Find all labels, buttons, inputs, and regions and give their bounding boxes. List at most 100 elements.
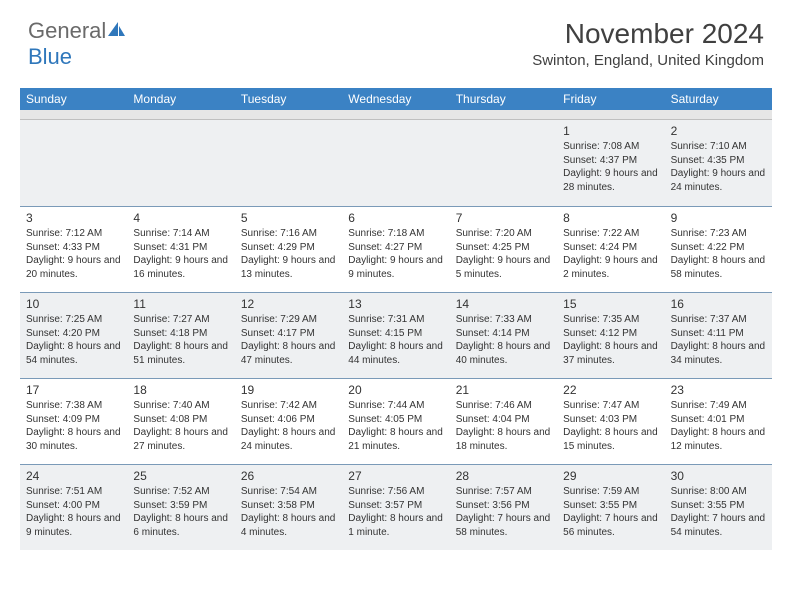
sunset-text: Sunset: 4:14 PM — [456, 327, 551, 341]
sunset-text: Sunset: 4:05 PM — [348, 413, 443, 427]
weekday-header: Tuesday — [235, 88, 342, 110]
sunset-text: Sunset: 3:55 PM — [671, 499, 766, 513]
day-info: Sunrise: 7:12 AMSunset: 4:33 PMDaylight:… — [26, 227, 121, 281]
day-info: Sunrise: 7:56 AMSunset: 3:57 PMDaylight:… — [348, 485, 443, 539]
empty-cell — [342, 120, 449, 206]
sunrise-text: Sunrise: 7:37 AM — [671, 313, 766, 327]
sunrise-text: Sunrise: 7:49 AM — [671, 399, 766, 413]
day-cell: 6Sunrise: 7:18 AMSunset: 4:27 PMDaylight… — [342, 206, 449, 292]
day-number: 26 — [241, 469, 336, 483]
daylight-text: Daylight: 7 hours and 56 minutes. — [563, 512, 658, 539]
daylight-text: Daylight: 9 hours and 9 minutes. — [348, 254, 443, 281]
day-cell: 23Sunrise: 7:49 AMSunset: 4:01 PMDayligh… — [665, 378, 772, 464]
sunset-text: Sunset: 4:27 PM — [348, 241, 443, 255]
daylight-text: Daylight: 8 hours and 1 minute. — [348, 512, 443, 539]
day-number: 10 — [26, 297, 121, 311]
sunrise-text: Sunrise: 7:47 AM — [563, 399, 658, 413]
location-label: Swinton, England, United Kingdom — [532, 52, 764, 69]
day-cell: 17Sunrise: 7:38 AMSunset: 4:09 PMDayligh… — [20, 378, 127, 464]
day-number: 23 — [671, 383, 766, 397]
sunrise-text: Sunrise: 7:25 AM — [26, 313, 121, 327]
day-info: Sunrise: 7:31 AMSunset: 4:15 PMDaylight:… — [348, 313, 443, 367]
week-row: 1Sunrise: 7:08 AMSunset: 4:37 PMDaylight… — [20, 120, 772, 206]
sunrise-text: Sunrise: 7:08 AM — [563, 140, 658, 154]
day-number: 30 — [671, 469, 766, 483]
week-row: 3Sunrise: 7:12 AMSunset: 4:33 PMDaylight… — [20, 206, 772, 292]
day-number: 7 — [456, 211, 551, 225]
day-info: Sunrise: 8:00 AMSunset: 3:55 PMDaylight:… — [671, 485, 766, 539]
daylight-text: Daylight: 9 hours and 28 minutes. — [563, 167, 658, 194]
daylight-text: Daylight: 8 hours and 9 minutes. — [26, 512, 121, 539]
week-row: 17Sunrise: 7:38 AMSunset: 4:09 PMDayligh… — [20, 378, 772, 464]
sunset-text: Sunset: 4:00 PM — [26, 499, 121, 513]
sunrise-text: Sunrise: 7:12 AM — [26, 227, 121, 241]
day-cell: 9Sunrise: 7:23 AMSunset: 4:22 PMDaylight… — [665, 206, 772, 292]
day-cell: 24Sunrise: 7:51 AMSunset: 4:00 PMDayligh… — [20, 464, 127, 550]
day-info: Sunrise: 7:35 AMSunset: 4:12 PMDaylight:… — [563, 313, 658, 367]
title-block: November 2024 Swinton, England, United K… — [532, 18, 764, 69]
sunset-text: Sunset: 4:17 PM — [241, 327, 336, 341]
sunrise-text: Sunrise: 7:29 AM — [241, 313, 336, 327]
daylight-text: Daylight: 7 hours and 58 minutes. — [456, 512, 551, 539]
day-cell: 21Sunrise: 7:46 AMSunset: 4:04 PMDayligh… — [450, 378, 557, 464]
day-cell: 19Sunrise: 7:42 AMSunset: 4:06 PMDayligh… — [235, 378, 342, 464]
day-cell: 16Sunrise: 7:37 AMSunset: 4:11 PMDayligh… — [665, 292, 772, 378]
day-number: 18 — [133, 383, 228, 397]
sunset-text: Sunset: 4:29 PM — [241, 241, 336, 255]
subheader-strip — [20, 110, 772, 120]
day-info: Sunrise: 7:20 AMSunset: 4:25 PMDaylight:… — [456, 227, 551, 281]
daylight-text: Daylight: 8 hours and 15 minutes. — [563, 426, 658, 453]
daylight-text: Daylight: 8 hours and 54 minutes. — [26, 340, 121, 367]
sunrise-text: Sunrise: 7:40 AM — [133, 399, 228, 413]
daylight-text: Daylight: 8 hours and 21 minutes. — [348, 426, 443, 453]
day-number: 9 — [671, 211, 766, 225]
day-cell: 5Sunrise: 7:16 AMSunset: 4:29 PMDaylight… — [235, 206, 342, 292]
day-number: 6 — [348, 211, 443, 225]
day-number: 3 — [26, 211, 121, 225]
day-info: Sunrise: 7:59 AMSunset: 3:55 PMDaylight:… — [563, 485, 658, 539]
sunrise-text: Sunrise: 7:51 AM — [26, 485, 121, 499]
day-info: Sunrise: 7:29 AMSunset: 4:17 PMDaylight:… — [241, 313, 336, 367]
sunset-text: Sunset: 4:33 PM — [26, 241, 121, 255]
day-number: 5 — [241, 211, 336, 225]
sunrise-text: Sunrise: 7:14 AM — [133, 227, 228, 241]
weekday-header: Sunday — [20, 88, 127, 110]
sunrise-text: Sunrise: 7:59 AM — [563, 485, 658, 499]
sunrise-text: Sunrise: 7:57 AM — [456, 485, 551, 499]
daylight-text: Daylight: 8 hours and 47 minutes. — [241, 340, 336, 367]
sunrise-text: Sunrise: 7:31 AM — [348, 313, 443, 327]
empty-cell — [127, 120, 234, 206]
weekday-header: Saturday — [665, 88, 772, 110]
daylight-text: Daylight: 9 hours and 2 minutes. — [563, 254, 658, 281]
day-cell: 4Sunrise: 7:14 AMSunset: 4:31 PMDaylight… — [127, 206, 234, 292]
day-info: Sunrise: 7:51 AMSunset: 4:00 PMDaylight:… — [26, 485, 121, 539]
day-info: Sunrise: 7:57 AMSunset: 3:56 PMDaylight:… — [456, 485, 551, 539]
sunrise-text: Sunrise: 7:27 AM — [133, 313, 228, 327]
daylight-text: Daylight: 8 hours and 58 minutes. — [671, 254, 766, 281]
sunset-text: Sunset: 3:56 PM — [456, 499, 551, 513]
day-number: 8 — [563, 211, 658, 225]
sunset-text: Sunset: 4:01 PM — [671, 413, 766, 427]
daylight-text: Daylight: 8 hours and 51 minutes. — [133, 340, 228, 367]
day-cell: 14Sunrise: 7:33 AMSunset: 4:14 PMDayligh… — [450, 292, 557, 378]
day-cell: 27Sunrise: 7:56 AMSunset: 3:57 PMDayligh… — [342, 464, 449, 550]
sunset-text: Sunset: 4:18 PM — [133, 327, 228, 341]
daylight-text: Daylight: 9 hours and 24 minutes. — [671, 167, 766, 194]
calendar: Sunday Monday Tuesday Wednesday Thursday… — [20, 88, 772, 550]
day-cell: 18 Sunrise: 7:40 AMSunset: 4:08 PMDayligh… — [127, 378, 234, 464]
day-info: Sunrise: 7:44 AMSunset: 4:05 PMDaylight:… — [348, 399, 443, 453]
day-info: Sunrise: 7:37 AMSunset: 4:11 PMDaylight:… — [671, 313, 766, 367]
day-info: Sunrise: 7:25 AMSunset: 4:20 PMDaylight:… — [26, 313, 121, 367]
day-cell: 12Sunrise: 7:29 AMSunset: 4:17 PMDayligh… — [235, 292, 342, 378]
sunrise-text: Sunrise: 7:54 AM — [241, 485, 336, 499]
day-info: Sunrise: 7:40 AMSunset: 4:08 PMDaylight:… — [133, 399, 228, 453]
day-number: 14 — [456, 297, 551, 311]
day-cell: 25Sunrise: 7:52 AMSunset: 3:59 PMDayligh… — [127, 464, 234, 550]
day-info: Sunrise: 7:42 AMSunset: 4:06 PMDaylight:… — [241, 399, 336, 453]
day-info: Sunrise: 7:52 AMSunset: 3:59 PMDaylight:… — [133, 485, 228, 539]
logo: General Blue — [28, 18, 126, 70]
weekday-header: Monday — [127, 88, 234, 110]
day-number: 15 — [563, 297, 658, 311]
sunrise-text: Sunrise: 7:10 AM — [671, 140, 766, 154]
daylight-text: Daylight: 8 hours and 34 minutes. — [671, 340, 766, 367]
